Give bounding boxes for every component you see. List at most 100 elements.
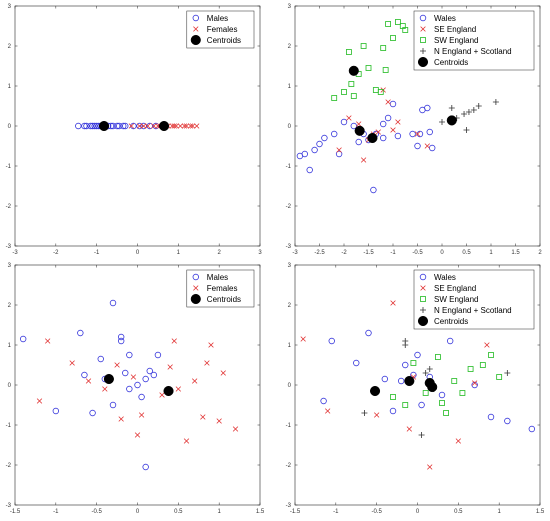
data-point: [316, 140, 323, 148]
data-point: [373, 412, 380, 418]
data-point: [324, 408, 331, 414]
data-point: [320, 397, 327, 405]
legend-label: SW England: [434, 36, 478, 45]
data-point: [146, 367, 153, 375]
data-point: [171, 338, 177, 344]
data-point: [390, 127, 396, 133]
data-point: [390, 35, 396, 41]
legend-box: [413, 10, 535, 71]
y-tick-label: -2: [286, 463, 292, 469]
data-point: [183, 438, 190, 444]
data-point: [422, 370, 429, 376]
data-point: [406, 426, 413, 432]
data-point: [377, 89, 384, 95]
data-point: [459, 390, 466, 396]
data-point: [446, 337, 454, 345]
x-tick-label: -0.5: [91, 509, 102, 515]
y-tick-label: 1: [8, 343, 12, 349]
x-tick-label: 1.5: [511, 250, 520, 256]
y-tick-label: -2: [286, 204, 292, 210]
data-point: [89, 122, 96, 130]
x-tick-label: -3: [12, 250, 18, 256]
y-tick-label: 0: [8, 383, 12, 389]
data-point: [418, 401, 425, 409]
legend-marker: [192, 273, 199, 281]
data-point: [109, 299, 117, 307]
y-tick-label: 1: [288, 84, 292, 90]
data-point: [52, 407, 60, 415]
data-point: [422, 390, 429, 396]
data-point: [340, 118, 348, 126]
data-point: [380, 45, 387, 51]
data-point: [394, 132, 402, 140]
data-point: [356, 121, 362, 127]
legend-marker: [420, 307, 426, 313]
x-tick-label: 0.5: [454, 509, 463, 515]
data-point: [451, 378, 458, 384]
data-point: [300, 336, 306, 342]
data-point: [177, 123, 184, 129]
legend-label: Centroids: [207, 295, 241, 304]
x-tick-label: 1: [177, 250, 181, 256]
data-point: [85, 378, 92, 384]
x-tick-label: 2: [217, 250, 221, 256]
data-point: [89, 409, 96, 417]
scatter-panel-2: -3 -2.5 -2 -1.5 -1 -0.5 0 0.5 1 1.5 2 -3 -2 -1 0 1 2 3 Wal…: [286, 4, 543, 256]
y-tick-label: -3: [6, 244, 12, 250]
data-point: [109, 122, 117, 130]
data-point: [424, 104, 431, 112]
legend-marker: [419, 14, 427, 22]
data-point: [385, 21, 392, 27]
data-point: [232, 426, 239, 432]
legend-marker: [192, 14, 199, 22]
x-tick-label: -1.5: [290, 509, 301, 515]
x-tick-label: 0.5: [462, 250, 471, 256]
x-tick-label: 1.5: [536, 509, 545, 515]
data-point: [208, 342, 214, 348]
legend-marker: [193, 285, 199, 291]
data-point: [341, 89, 347, 95]
legend-label: Wales: [434, 273, 456, 282]
data-point: [140, 122, 147, 130]
legend: Males Females Centroids: [186, 269, 255, 308]
data-point: [167, 364, 173, 370]
data-point: [443, 410, 449, 416]
data-point: [117, 337, 125, 345]
data-point: [381, 375, 389, 383]
data-point: [455, 438, 462, 444]
data-point: [113, 122, 121, 130]
data-point: [402, 27, 409, 33]
legend-marker: [190, 34, 201, 46]
data-point: [191, 378, 198, 384]
data-point: [336, 147, 342, 153]
data-point: [117, 333, 125, 341]
data-point: [504, 417, 511, 425]
legend: Males Females Centroids: [186, 10, 255, 49]
series-n-england-scotland: [439, 99, 499, 133]
data-point: [151, 123, 157, 129]
data-point: [194, 123, 200, 129]
series-centroids: [98, 120, 170, 132]
legend-label: Centroids: [207, 36, 241, 45]
y-tick-label: 0: [288, 124, 292, 130]
data-point: [394, 19, 401, 25]
series-centroids: [103, 373, 174, 397]
x-tick-label: 1: [497, 509, 501, 515]
data-point: [126, 351, 133, 359]
centroid-point: [427, 381, 438, 393]
data-point: [397, 377, 405, 385]
centroid-point: [369, 385, 381, 397]
x-tick-label: -3: [292, 250, 298, 256]
data-point: [461, 111, 468, 117]
y-tick-label: 3: [288, 263, 292, 269]
y-tick-label: 2: [8, 44, 12, 50]
data-point: [484, 342, 490, 348]
data-point: [496, 374, 503, 380]
x-tick-label: 0: [416, 509, 420, 515]
data-point: [360, 157, 367, 163]
legend: Wales SE England SW England N England + Sco…: [413, 10, 535, 71]
data-point: [488, 352, 494, 358]
centroid-point: [348, 65, 359, 76]
data-point: [414, 142, 421, 150]
data-point: [402, 402, 409, 408]
